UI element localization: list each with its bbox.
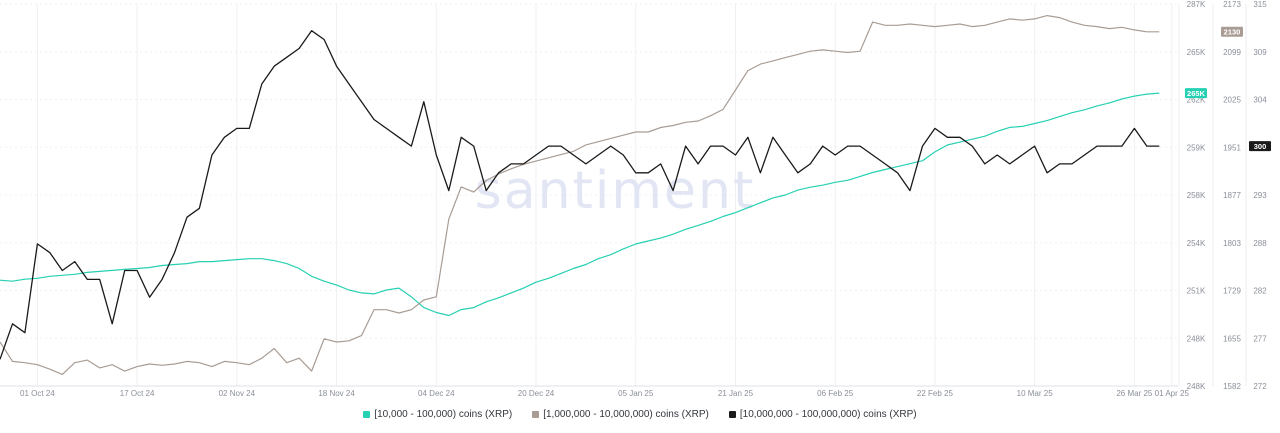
badge-background — [1221, 26, 1243, 37]
axis-c-tick-label: 304 — [1253, 96, 1267, 105]
last-value-badge-series-2: 2130 — [1221, 26, 1243, 37]
badge-background — [1185, 88, 1207, 99]
x-tick-label: 06 Feb 25 — [817, 389, 854, 398]
axis-b-tick-label: 2099 — [1223, 48, 1241, 57]
legend-swatch-series-1 — [363, 411, 371, 418]
series-lines — [0, 15, 1160, 375]
last-value-badge-series-1: 265K — [1185, 88, 1207, 99]
legend-label-series-1: [10,000 - 100,000) coins (XRP) — [374, 409, 513, 420]
axis-b-tick-label: 1803 — [1223, 239, 1241, 248]
legend-label-series-3: [10,000,000 - 100,000,000) coins (XRP) — [739, 409, 917, 420]
axis-c-tick-label: 309 — [1253, 48, 1267, 57]
badge-label: 2130 — [1224, 28, 1241, 37]
axis-a-tick-label: 287K — [1187, 0, 1206, 9]
x-tick-label: 04 Dec 24 — [418, 389, 455, 398]
axis-c-tick-label: 272 — [1253, 382, 1267, 391]
axis-c-tick-label: 315 — [1253, 0, 1267, 9]
series-line-1 — [0, 92, 1160, 317]
x-tick-label: 22 Feb 25 — [917, 389, 954, 398]
x-tick-label: 10 Mar 25 — [1017, 389, 1054, 398]
axis-c-tick-label: 293 — [1253, 191, 1267, 200]
x-tick-label: 21 Jan 25 — [718, 389, 754, 398]
axis-c-tick-label: 288 — [1253, 239, 1267, 248]
legend-swatch-series-2 — [532, 411, 540, 418]
axis-b-tick-label: 1877 — [1223, 191, 1241, 200]
axis-a-tick-label: 265K — [1187, 48, 1206, 57]
axis-a-tick-label: 259K — [1187, 143, 1206, 152]
axis-b-tick-label: 1951 — [1223, 143, 1241, 152]
x-tick-label: 05 Jan 25 — [618, 389, 654, 398]
santiment-watermark: santiment — [475, 161, 756, 221]
x-tick-label: 26 Mar 25 — [1116, 389, 1153, 398]
axis-b-tick-label: 1729 — [1223, 287, 1241, 296]
x-tick-label: 02 Nov 24 — [219, 389, 256, 398]
legend-label-series-2: [1,000,000 - 10,000,000) coins (XRP) — [543, 409, 709, 420]
x-tick-label: 01 Apr 25 — [1155, 389, 1190, 398]
axes: 01 Oct 24 17 Oct 24 02 Nov 24 18 Nov 24 04 D… — [20, 0, 1267, 398]
badge-background — [1249, 141, 1271, 152]
axis-a-tick-label: 254K — [1187, 239, 1206, 248]
axis-a-tick-label: 262K — [1187, 96, 1206, 105]
series-line-2 — [0, 15, 1160, 375]
x-tick-label: 01 Oct 24 — [20, 389, 55, 398]
legend: [10,000 - 100,000) coins (XRP) [1,000,00… — [0, 409, 1280, 420]
grid — [0, 3, 1178, 387]
axis-a-tick-label: 248K — [1187, 382, 1206, 391]
axis-b-tick-label: 2173 — [1223, 0, 1241, 9]
legend-item-series-3[interactable]: [10,000,000 - 100,000,000) coins (XRP) — [728, 409, 917, 420]
legend-swatch-series-3 — [728, 411, 736, 418]
badge-label: 265K — [1187, 89, 1206, 98]
last-value-badges: 265K 2130 300 — [1185, 26, 1271, 152]
legend-item-series-2[interactable]: [1,000,000 - 10,000,000) coins (XRP) — [532, 409, 709, 420]
axis-b-tick-label: 1655 — [1223, 334, 1241, 343]
series-line-3 — [0, 30, 1160, 360]
axis-c-tick-label: 282 — [1253, 287, 1267, 296]
axis-a-tick-label: 251K — [1187, 287, 1206, 296]
axis-a-tick-label: 248K — [1187, 334, 1206, 343]
axis-b-tick-label: 1582 — [1223, 382, 1241, 391]
last-value-badge-series-3: 300 — [1249, 141, 1271, 152]
x-tick-label: 18 Nov 24 — [318, 389, 355, 398]
axis-c-tick-label: 277 — [1253, 334, 1267, 343]
axis-a-tick-label: 258K — [1187, 191, 1206, 200]
x-tick-label: 17 Oct 24 — [120, 389, 155, 398]
badge-label: 300 — [1254, 142, 1267, 151]
legend-item-series-1[interactable]: [10,000 - 100,000) coins (XRP) — [363, 409, 512, 420]
x-tick-label: 20 Dec 24 — [518, 389, 555, 398]
axis-b-tick-label: 2025 — [1223, 96, 1241, 105]
